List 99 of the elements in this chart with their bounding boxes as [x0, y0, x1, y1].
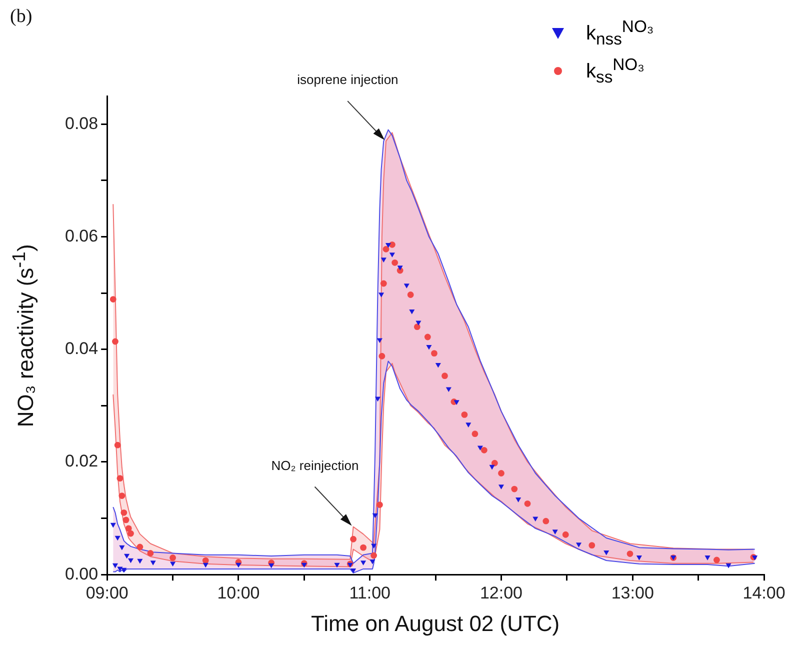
x-tick-label: 14:00 [742, 583, 786, 602]
point [588, 542, 596, 549]
point [446, 387, 452, 392]
point [389, 252, 395, 258]
point [118, 492, 126, 499]
point [301, 562, 307, 568]
point [120, 509, 128, 516]
point [374, 396, 381, 402]
point [128, 530, 134, 537]
x-tick-label: 13:00 [611, 583, 654, 602]
point [170, 554, 176, 561]
point [360, 544, 366, 551]
point [170, 562, 176, 567]
point [202, 557, 209, 564]
point [128, 558, 134, 564]
point [726, 563, 732, 568]
point [150, 560, 156, 566]
point [114, 442, 121, 448]
point [370, 559, 376, 564]
point [378, 352, 386, 360]
y-tick-label: 0.00 [64, 564, 98, 584]
point [604, 550, 610, 556]
point [435, 362, 441, 368]
point [350, 536, 356, 542]
point [454, 400, 460, 405]
point [416, 320, 422, 326]
point [110, 296, 116, 302]
point [431, 350, 438, 357]
point [380, 280, 387, 287]
point [119, 545, 125, 550]
point [498, 484, 504, 490]
point [511, 486, 518, 492]
annotation: NO₂ reinjection [271, 458, 359, 473]
point [407, 292, 414, 298]
point [112, 338, 118, 345]
point [350, 568, 356, 574]
point [376, 338, 382, 344]
point [112, 563, 118, 568]
point [334, 562, 340, 568]
point [552, 530, 558, 534]
point [524, 500, 531, 507]
point [121, 568, 127, 573]
point [137, 558, 143, 564]
point [370, 552, 377, 559]
point [466, 422, 472, 428]
point [409, 309, 415, 314]
point [397, 266, 403, 270]
y-tick-label: 0.06 [64, 226, 98, 246]
point [371, 544, 377, 549]
point [376, 502, 383, 508]
point [576, 542, 582, 548]
point [372, 513, 378, 518]
x-tick-label: 09:00 [86, 583, 128, 602]
point [124, 554, 130, 559]
point [426, 344, 432, 350]
x-tick-label: 11:00 [349, 583, 390, 602]
point [489, 464, 495, 470]
point [442, 372, 448, 380]
point [202, 562, 208, 568]
point [472, 430, 478, 438]
point [477, 446, 483, 451]
point [378, 292, 384, 298]
x-tick-label: 12:00 [480, 583, 523, 602]
point [491, 460, 498, 466]
point [116, 475, 124, 482]
point [110, 522, 116, 528]
point [704, 556, 710, 560]
point [480, 446, 488, 454]
point [385, 243, 392, 248]
point [532, 516, 538, 522]
point [122, 516, 130, 524]
point [380, 258, 386, 262]
point [382, 246, 390, 252]
point [404, 284, 410, 288]
point [626, 550, 634, 557]
point [424, 334, 431, 340]
annotation: isoprene injection [297, 72, 398, 88]
point [562, 531, 569, 538]
y-tick-label: 0.04 [64, 339, 98, 358]
y-tick-label: 0.02 [64, 452, 98, 471]
point [392, 259, 398, 266]
y-tick-label: 0.08 [64, 114, 98, 133]
point [714, 556, 720, 564]
point [516, 498, 522, 502]
point [268, 563, 274, 568]
x-axis-title: Time on August 02 (UTC) [311, 610, 560, 637]
text: (b) [10, 6, 32, 28]
point [414, 324, 420, 330]
point [498, 470, 504, 476]
point [360, 560, 366, 566]
point [125, 525, 132, 532]
point [236, 562, 242, 568]
point [114, 536, 120, 541]
point [147, 550, 154, 556]
point [542, 518, 550, 524]
point [636, 556, 642, 560]
x-tick-label: 10:00 [217, 583, 260, 602]
point [461, 411, 468, 418]
point [136, 544, 144, 550]
